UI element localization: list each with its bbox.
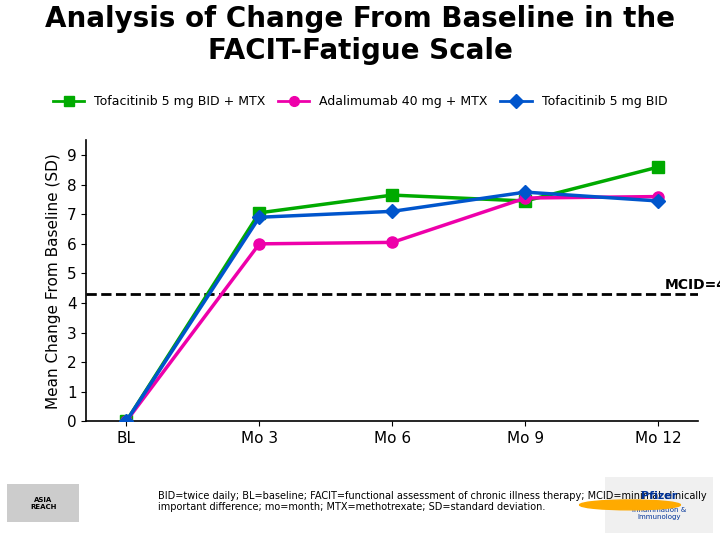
Tofacitinib 5 mg BID — [255, 214, 264, 220]
Line: Adalimumab 40 mg + MTX: Adalimumab 40 mg + MTX — [121, 191, 664, 427]
Tofacitinib 5 mg BID — [388, 208, 397, 214]
Adalimumab 40 mg + MTX — [122, 418, 130, 424]
Tofacitinib 5 mg BID + MTX — [388, 192, 397, 198]
Text: Analysis of Change From Baseline in the
FACIT-Fatigue Scale: Analysis of Change From Baseline in the … — [45, 5, 675, 65]
Tofacitinib 5 mg BID — [654, 198, 663, 204]
Tofacitinib 5 mg BID + MTX — [255, 210, 264, 216]
Text: BID=twice daily; BL=baseline; FACIT=functional assessment of chronic illness the: BID=twice daily; BL=baseline; FACIT=func… — [158, 490, 707, 512]
Line: Tofacitinib 5 mg BID: Tofacitinib 5 mg BID — [122, 187, 663, 426]
Text: Pfizer: Pfizer — [641, 491, 677, 502]
Line: Tofacitinib 5 mg BID + MTX: Tofacitinib 5 mg BID + MTX — [121, 161, 664, 427]
Tofacitinib 5 mg BID — [521, 189, 530, 195]
Adalimumab 40 mg + MTX — [255, 241, 264, 247]
Tofacitinib 5 mg BID + MTX — [122, 418, 130, 424]
Tofacitinib 5 mg BID — [122, 418, 130, 424]
Tofacitinib 5 mg BID + MTX — [521, 198, 530, 204]
Tofacitinib 5 mg BID + MTX — [654, 164, 663, 170]
Adalimumab 40 mg + MTX — [388, 239, 397, 246]
Adalimumab 40 mg + MTX — [521, 195, 530, 201]
Y-axis label: Mean Change From Baseline (SD): Mean Change From Baseline (SD) — [46, 153, 61, 409]
Bar — [7, 484, 79, 523]
Text: ASIA
REACH: ASIA REACH — [30, 497, 56, 510]
Circle shape — [580, 500, 680, 510]
Adalimumab 40 mg + MTX — [654, 193, 663, 200]
Legend: Tofacitinib 5 mg BID + MTX, Adalimumab 40 mg + MTX, Tofacitinib 5 mg BID: Tofacitinib 5 mg BID + MTX, Adalimumab 4… — [48, 90, 672, 113]
Bar — [605, 477, 713, 533]
Text: MCID=4: MCID=4 — [665, 278, 720, 292]
Text: Inflammation &
Immunology: Inflammation & Immunology — [631, 507, 686, 520]
